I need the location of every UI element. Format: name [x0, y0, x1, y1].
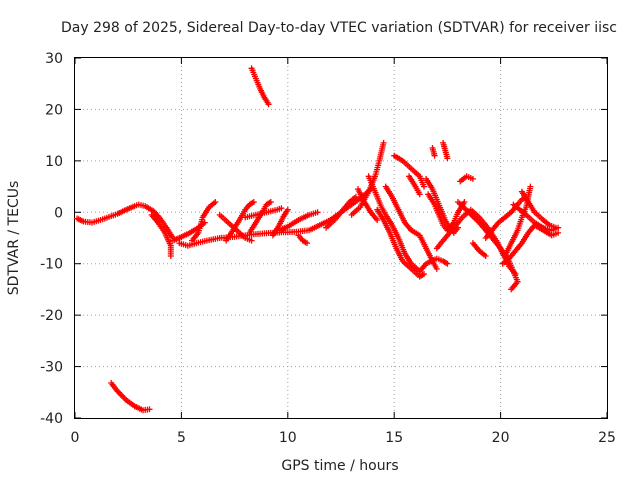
series-seg-main-t	[406, 173, 423, 198]
data-point	[380, 139, 387, 146]
data-point	[461, 199, 468, 205]
y-tick-label: 10	[45, 154, 63, 170]
series-seg-main-m	[323, 193, 359, 231]
data-point	[284, 206, 291, 213]
data-point	[433, 265, 440, 272]
data-point	[265, 101, 272, 108]
data-point	[352, 193, 359, 200]
series-seg-main-k	[276, 209, 321, 234]
y-axis-label: SDTVAR / TECUs	[6, 181, 22, 296]
data-point	[555, 229, 562, 236]
series-seg-main-f	[223, 199, 257, 244]
series-seg-main-a	[74, 201, 176, 241]
y-tick-label: 30	[45, 51, 63, 67]
data-point	[552, 224, 559, 231]
data-point	[314, 209, 321, 216]
data-point	[167, 253, 174, 259]
series-seg-top	[248, 65, 272, 108]
series-seg-main-l	[295, 232, 310, 247]
series-seg-main-p	[365, 173, 451, 275]
series-seg-main-i	[246, 199, 274, 236]
series-seg-main-r	[382, 183, 440, 272]
x-tick-label: 0	[71, 430, 80, 446]
data-point	[508, 286, 515, 293]
series-seg-main-y	[429, 145, 438, 159]
series-seg-main-ag	[518, 188, 559, 231]
data-point	[482, 253, 489, 259]
x-axis-label: GPS time / hours	[281, 458, 398, 474]
x-tick-label: 20	[492, 430, 510, 446]
data-point	[431, 152, 438, 159]
data-point	[267, 199, 274, 205]
data-point	[201, 219, 208, 226]
data-point	[278, 205, 285, 212]
series-seg-main-x	[440, 139, 451, 162]
data-point	[250, 199, 257, 205]
chart-title: Day 298 of 2025, Sidereal Day-to-day VTE…	[61, 20, 617, 36]
series-seg-main-b	[148, 211, 174, 259]
series-seg-main-ab	[469, 240, 489, 259]
y-tick-label: -20	[40, 308, 63, 324]
series-seg-main-s	[391, 152, 427, 190]
series-seg-main-o	[355, 186, 381, 223]
data-point	[421, 271, 427, 277]
data-point	[469, 175, 476, 182]
series-seg-bottom	[108, 380, 153, 414]
data-point	[527, 183, 534, 190]
series-seg-main-j	[269, 206, 291, 239]
y-tick-label: 0	[54, 205, 63, 221]
data-point	[146, 406, 153, 413]
data-point	[304, 240, 310, 247]
y-tick-label: -30	[40, 360, 63, 376]
series-seg-main-g	[216, 211, 255, 244]
data-point	[212, 199, 219, 205]
data-point	[444, 155, 451, 162]
y-tick-label: 20	[45, 102, 63, 118]
data-point	[416, 191, 423, 198]
axis-ticks: 0 5 10 15 20 25 -40 -30 -20 -10 0 10 20 30	[40, 51, 616, 446]
x-tick-label: 15	[385, 430, 403, 446]
data-points	[74, 65, 562, 414]
data-point	[248, 237, 255, 244]
series-seg-main-e	[189, 199, 219, 244]
x-tick-label: 25	[598, 430, 616, 446]
data-point	[421, 183, 427, 190]
y-tick-label: -10	[40, 257, 63, 273]
data-point	[444, 260, 451, 267]
series-seg-main-aa	[455, 199, 521, 293]
series-seg-main-q	[374, 206, 427, 280]
x-tick-label: 5	[177, 430, 186, 446]
y-tick-label: -40	[40, 411, 63, 427]
plot-frame	[74, 57, 608, 419]
data-point	[374, 217, 381, 223]
x-tick-label: 10	[279, 430, 297, 446]
grid-lines	[75, 58, 607, 418]
series-seg-main-z	[457, 173, 476, 185]
